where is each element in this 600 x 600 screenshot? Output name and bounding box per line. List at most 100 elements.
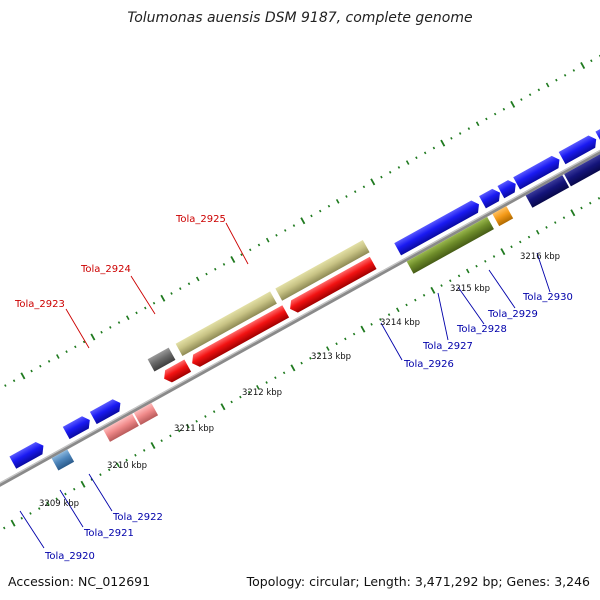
outer-tick <box>195 276 200 282</box>
inner-tick <box>562 216 566 220</box>
gene-tola-2928-rev[interactable] <box>525 175 570 208</box>
gene-tola-2928[interactable] <box>513 153 563 190</box>
outer-tick <box>370 178 376 186</box>
outer-tick <box>283 229 287 232</box>
inner-tick <box>535 229 540 235</box>
inner-tick <box>500 248 506 256</box>
inner-tick <box>116 462 120 468</box>
outer-tick <box>475 121 480 127</box>
accession-text: Accession: NC_012691 <box>8 574 151 589</box>
gene-fwd-c[interactable] <box>479 186 503 209</box>
gene-fwd-b[interactable] <box>9 440 46 469</box>
outer-tick <box>179 287 182 290</box>
outer-tick <box>82 340 86 344</box>
tick-label-3212: 3212 kbp <box>242 388 282 398</box>
label-tola-2926: Tola_2926 <box>403 359 454 370</box>
inner-tick <box>177 429 181 433</box>
label-tola-2930: Tola_2930 <box>522 292 573 303</box>
gene-tola-2926-fwd[interactable] <box>394 198 482 256</box>
label-tola-2922: Tola_2922 <box>112 512 163 523</box>
leader-tola-2926 <box>380 322 403 361</box>
gene-tola-2926[interactable] <box>406 216 494 274</box>
gene-red-b[interactable] <box>189 305 290 369</box>
inner-tick <box>317 352 321 355</box>
gene-fwd-d[interactable] <box>497 178 519 199</box>
outer-tick <box>405 160 410 165</box>
leader-tola-2921 <box>59 489 84 528</box>
gene-red-c[interactable] <box>287 256 377 315</box>
inner-tick <box>465 268 470 274</box>
inner-tick <box>134 453 137 457</box>
gene-tola-2927[interactable] <box>492 206 514 227</box>
tick-label-3216: 3216 kbp <box>520 252 560 262</box>
inner-tick <box>142 449 146 452</box>
inner-tick <box>440 284 443 287</box>
leader-tola-2927 <box>437 292 449 341</box>
gene-tola-2930[interactable] <box>595 100 600 144</box>
outer-tick <box>214 267 217 271</box>
inner-tick <box>230 400 233 404</box>
outer-tick <box>318 209 322 213</box>
inner-tick <box>195 419 198 423</box>
outer-tick <box>230 255 236 263</box>
outer-tick <box>300 217 306 225</box>
outer-tick <box>109 326 112 329</box>
outer-tick <box>152 301 156 305</box>
leader-tola-2930 <box>536 252 551 293</box>
leader-tola-2929 <box>488 269 516 309</box>
inner-tick <box>545 226 548 229</box>
tick-label-3215: 3215 kbp <box>450 284 490 294</box>
outer-tick <box>598 54 600 58</box>
inner-tick <box>212 410 216 413</box>
outer-tick <box>380 175 383 179</box>
gene-tola-2923[interactable] <box>147 347 176 372</box>
tick-label-3209: 3209 kbp <box>39 499 79 509</box>
outer-tick <box>249 248 252 252</box>
inner-tick <box>107 468 111 472</box>
inner-tick <box>422 293 426 297</box>
inner-tick <box>220 403 226 411</box>
outer-tick <box>170 292 173 295</box>
inner-tick <box>457 274 461 278</box>
gene-fwd-a[interactable] <box>89 397 124 425</box>
gene-tola-2929[interactable] <box>558 133 600 165</box>
gene-tola-2924[interactable] <box>175 291 277 357</box>
outer-tick <box>432 146 436 150</box>
gene-tola-2922b[interactable] <box>133 403 159 425</box>
outer-tick <box>20 372 26 380</box>
leader-tola-2923 <box>65 308 90 349</box>
leader-tola-2920 <box>19 510 45 549</box>
inner-tick <box>352 332 356 336</box>
outer-tick <box>240 253 243 257</box>
outer-tick <box>4 384 7 387</box>
inner-tick <box>414 298 417 302</box>
outer-tick <box>56 354 60 359</box>
outer-tick <box>467 127 471 130</box>
outer-tick <box>555 78 558 82</box>
gene-tola-2922[interactable] <box>103 413 139 442</box>
gene-tola-2925[interactable] <box>275 240 370 301</box>
gene-tola-2920[interactable] <box>51 449 75 471</box>
inner-tick <box>379 318 382 321</box>
outer-tick <box>12 379 16 383</box>
inner-tick <box>239 395 242 399</box>
map-title: Tolumonas auensis DSM 9187, complete gen… <box>127 10 473 26</box>
tick-marks <box>3 54 600 530</box>
outer-tick <box>450 136 453 140</box>
gene-tola-2929-rev[interactable] <box>564 153 600 187</box>
label-tola-2923: Tola_2923 <box>14 299 65 310</box>
inner-tick <box>274 376 277 380</box>
inner-tick <box>309 356 312 360</box>
genome-stats-text: Topology: circular; Length: 3,471,292 bp… <box>246 574 590 589</box>
inner-tick <box>484 259 487 263</box>
gene-tola-2921-fwd[interactable] <box>62 414 93 440</box>
tick-label-3214: 3214 kbp <box>380 318 420 328</box>
inner-tick <box>282 371 286 375</box>
inner-tick <box>10 519 16 527</box>
outer-tick <box>205 272 208 276</box>
inner-tick <box>449 279 452 283</box>
outer-tick <box>580 62 586 70</box>
outer-tick <box>353 190 357 194</box>
gene-red-a[interactable] <box>161 359 192 385</box>
